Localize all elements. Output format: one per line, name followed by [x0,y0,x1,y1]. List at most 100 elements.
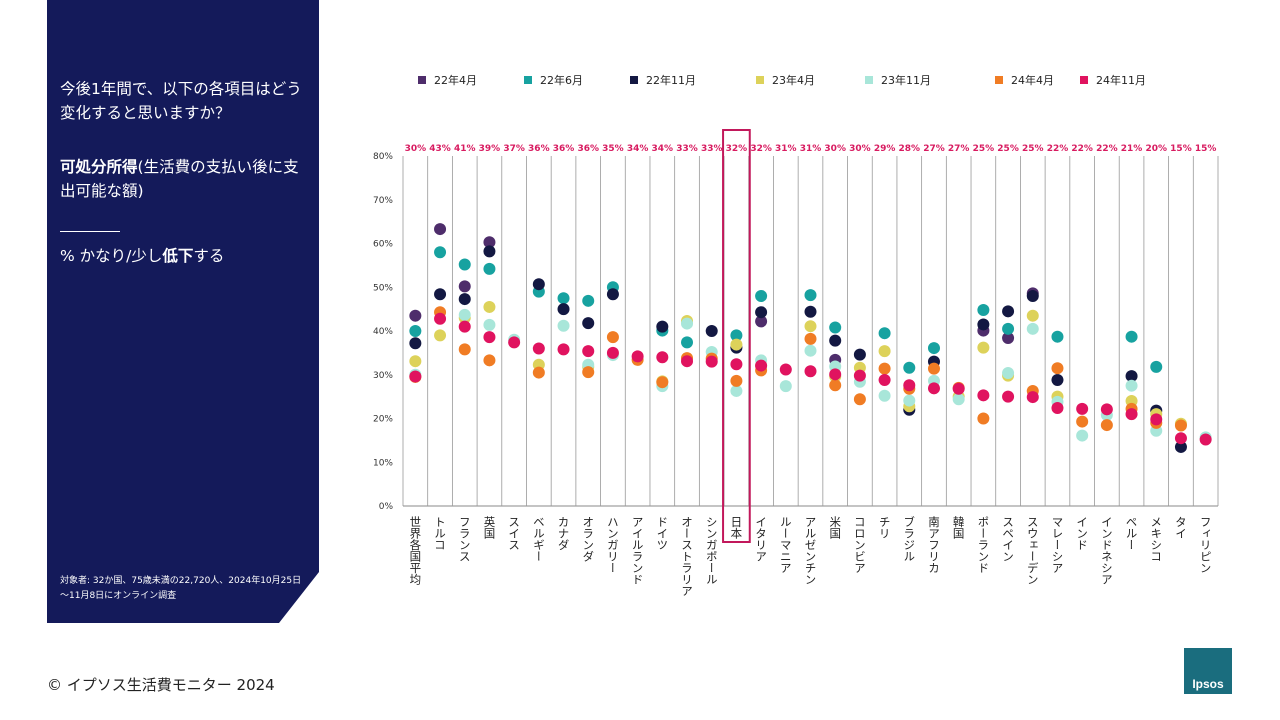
legend-swatch [524,76,532,84]
data-point [606,288,619,301]
measure-prefix: % かなり/少し [60,247,163,265]
category-percent-label: 25% [973,144,995,154]
divider [60,231,120,232]
legend-label: 22年4月 [434,73,477,87]
category-percent-label: 22% [1096,144,1118,154]
data-point [1100,403,1113,416]
data-point [853,348,866,361]
data-point [1002,390,1015,403]
category-label: ルーマニア [779,516,793,574]
category-label: ベルギー [532,516,546,562]
category-label: タイ [1174,516,1188,539]
data-point [1174,432,1187,445]
data-point [878,362,891,375]
data-point [1026,290,1039,302]
data-point [409,325,422,337]
data-point [977,341,990,354]
legend-label: 23年11月 [881,73,931,87]
data-point [656,376,669,389]
data-point [557,319,570,332]
data-point [532,342,545,355]
data-point [779,363,792,376]
data-point [458,280,471,293]
category-label: ドイツ [655,516,669,551]
category-percent-label: 37% [503,144,525,154]
data-point [434,329,447,342]
dot-plot-chart: 0%10%20%30%40%50%60%70%80%30% 43% 41% 39% 37… [373,73,1219,597]
category-percent-label: 30% [824,144,846,154]
data-point [1174,419,1187,432]
category-percent-label: 30% [849,144,871,154]
legend-swatch [1080,76,1088,84]
data-point [434,223,447,236]
category-percent-label: 43% [429,144,451,154]
logo-text: Ipsos [1192,677,1224,691]
data-point [631,350,644,363]
y-tick-label: 30% [373,371,393,381]
data-point [434,288,447,301]
data-point [927,342,940,355]
data-point [878,345,891,358]
data-point [755,359,768,372]
data-point [409,370,422,383]
data-point [458,258,471,271]
data-point [532,366,545,379]
data-point [952,382,965,395]
legend-label: 24年4月 [1011,73,1054,87]
data-point [508,336,521,349]
measure-bold: 低下 [162,247,194,265]
data-point [656,351,669,364]
category-label: オーストラリア [680,516,694,597]
data-point [878,327,891,340]
category-label: ハンガリー [606,516,620,574]
data-point [483,318,496,331]
data-point [829,321,842,334]
y-tick-label: 40% [373,327,393,337]
category-percent-label: 22% [1047,144,1069,154]
data-point [458,343,471,356]
data-point [483,236,496,249]
category-label: トルコ [433,516,447,551]
category-percent-label: 20% [1145,144,1167,154]
data-point [656,320,669,333]
category-label: スイス [507,516,521,551]
category-label: イタリア [754,516,768,562]
data-point [1026,322,1039,335]
category-percent-label: 33% [701,144,723,154]
category-percent-label: 15% [1195,144,1217,154]
category-label: マレーシア [1050,516,1064,574]
data-point [1051,374,1064,386]
category-percent-label: 25% [1022,144,1044,154]
data-point [804,320,817,333]
y-tick-label: 20% [373,415,393,425]
y-tick-label: 10% [373,458,393,468]
data-point [1199,433,1212,446]
data-point [1051,330,1064,343]
category-label: アルゼンチン [804,516,818,585]
data-point [878,389,891,402]
y-tick-label: 70% [373,196,393,206]
data-point [582,294,595,307]
category-label: ペルー [1125,516,1139,551]
data-point [779,380,792,393]
category-label: メキシコ [1149,516,1163,562]
data-point [1125,330,1138,343]
data-point [878,374,891,386]
category-percent-label: 21% [1121,144,1143,154]
category-label: カナダ [557,516,571,551]
data-point [483,331,496,344]
data-point [483,354,496,367]
measure-label: % かなり/少し低下する [60,244,310,268]
category-label: コロンビア [853,516,867,574]
legend-swatch [995,76,1003,84]
category-percent-label: 41% [454,144,476,154]
category-label: オランダ [581,516,595,562]
data-point [977,318,990,331]
category-label: シンガポール [705,516,719,585]
category-percent-label: 35% [602,144,624,154]
data-point [1002,322,1015,335]
data-point [582,317,595,330]
data-point [557,343,570,356]
category-label: インドネシア [1100,516,1114,585]
category-percent-label: 32% [726,144,748,154]
